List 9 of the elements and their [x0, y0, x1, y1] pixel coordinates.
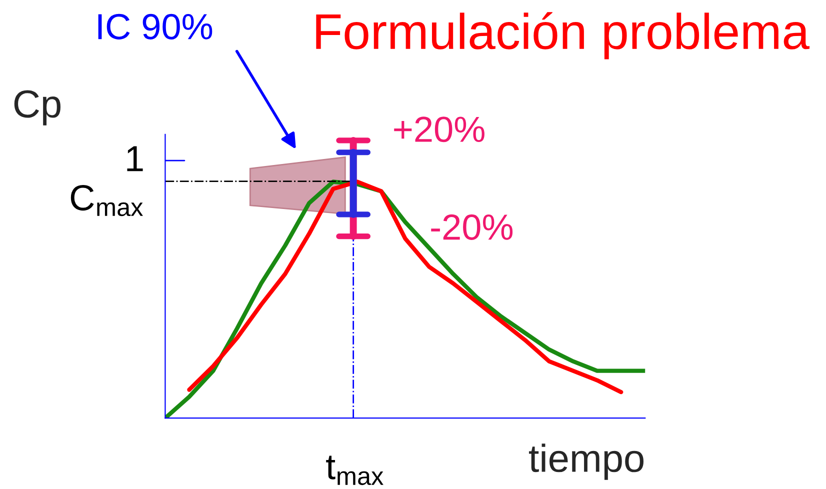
- text: C$_{max}$: [70, 184, 143, 216]
- text: IC 90%: [98, 14, 212, 40]
- text: 1: [127, 146, 143, 172]
- chart-title: Formulación problema: [316, 12, 810, 60]
- text: t$_{max}$: [326, 456, 384, 486]
- annotation: -20%: [431, 214, 513, 240]
- x-axis-title: tiempo: [528, 444, 644, 480]
- text: +20%: [394, 116, 484, 142]
- y-axis-title: Cp: [14, 90, 60, 126]
